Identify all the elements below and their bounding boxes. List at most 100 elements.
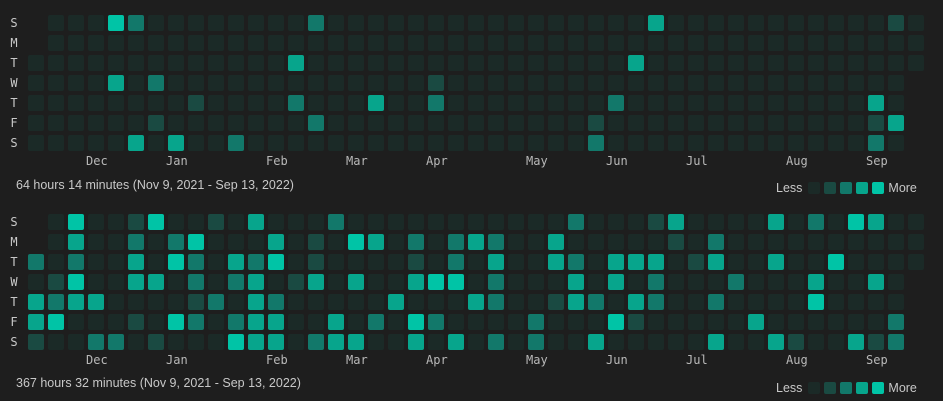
day-cell[interactable]	[308, 334, 324, 350]
day-cell[interactable]	[488, 55, 504, 71]
day-cell[interactable]	[748, 294, 764, 310]
day-cell[interactable]	[828, 254, 844, 270]
day-cell[interactable]	[608, 254, 624, 270]
day-cell[interactable]	[48, 115, 64, 131]
day-cell[interactable]	[708, 334, 724, 350]
day-cell[interactable]	[208, 234, 224, 250]
day-cell[interactable]	[468, 334, 484, 350]
day-cell[interactable]	[48, 95, 64, 111]
day-cell[interactable]	[68, 95, 84, 111]
day-cell[interactable]	[668, 35, 684, 51]
day-cell[interactable]	[48, 135, 64, 151]
day-cell[interactable]	[508, 234, 524, 250]
day-cell[interactable]	[268, 214, 284, 230]
day-cell[interactable]	[108, 15, 124, 31]
day-cell[interactable]	[128, 115, 144, 131]
day-cell[interactable]	[208, 55, 224, 71]
day-cell[interactable]	[288, 75, 304, 91]
day-cell[interactable]	[788, 95, 804, 111]
day-cell[interactable]	[848, 135, 864, 151]
day-cell[interactable]	[688, 95, 704, 111]
day-cell[interactable]	[648, 75, 664, 91]
day-cell[interactable]	[708, 15, 724, 31]
day-cell[interactable]	[868, 294, 884, 310]
day-cell[interactable]	[388, 135, 404, 151]
day-cell[interactable]	[788, 334, 804, 350]
day-cell[interactable]	[368, 75, 384, 91]
day-cell[interactable]	[88, 135, 104, 151]
day-cell[interactable]	[528, 55, 544, 71]
day-cell[interactable]	[508, 55, 524, 71]
day-cell[interactable]	[108, 214, 124, 230]
day-cell[interactable]	[208, 135, 224, 151]
day-cell[interactable]	[508, 115, 524, 131]
day-cell[interactable]	[488, 214, 504, 230]
day-cell[interactable]	[908, 234, 924, 250]
day-cell[interactable]	[908, 55, 924, 71]
day-cell[interactable]	[488, 254, 504, 270]
day-cell[interactable]	[348, 135, 364, 151]
day-cell[interactable]	[468, 75, 484, 91]
day-cell[interactable]	[748, 334, 764, 350]
day-cell[interactable]	[388, 334, 404, 350]
day-cell[interactable]	[628, 314, 644, 330]
day-cell[interactable]	[288, 314, 304, 330]
day-cell[interactable]	[268, 234, 284, 250]
day-cell[interactable]	[448, 135, 464, 151]
day-cell[interactable]	[328, 294, 344, 310]
day-cell[interactable]	[688, 334, 704, 350]
day-cell[interactable]	[408, 274, 424, 290]
day-cell[interactable]	[88, 334, 104, 350]
day-cell[interactable]	[208, 254, 224, 270]
day-cell[interactable]	[788, 115, 804, 131]
day-cell[interactable]	[248, 115, 264, 131]
day-cell[interactable]	[48, 234, 64, 250]
day-cell[interactable]	[708, 294, 724, 310]
day-cell[interactable]	[168, 75, 184, 91]
day-cell[interactable]	[548, 214, 564, 230]
day-cell[interactable]	[728, 115, 744, 131]
day-cell[interactable]	[688, 254, 704, 270]
day-cell[interactable]	[588, 135, 604, 151]
day-cell[interactable]	[148, 314, 164, 330]
day-cell[interactable]	[848, 95, 864, 111]
day-cell[interactable]	[328, 234, 344, 250]
day-cell[interactable]	[68, 234, 84, 250]
day-cell[interactable]	[868, 214, 884, 230]
day-cell[interactable]	[688, 35, 704, 51]
day-cell[interactable]	[568, 135, 584, 151]
day-cell[interactable]	[48, 214, 64, 230]
day-cell[interactable]	[808, 214, 824, 230]
day-cell[interactable]	[28, 314, 44, 330]
day-cell[interactable]	[628, 274, 644, 290]
day-cell[interactable]	[68, 55, 84, 71]
day-cell[interactable]	[528, 274, 544, 290]
day-cell[interactable]	[148, 254, 164, 270]
day-cell[interactable]	[588, 95, 604, 111]
day-cell[interactable]	[688, 274, 704, 290]
day-cell[interactable]	[828, 234, 844, 250]
day-cell[interactable]	[868, 274, 884, 290]
day-cell[interactable]	[788, 35, 804, 51]
day-cell[interactable]	[528, 294, 544, 310]
day-cell[interactable]	[448, 214, 464, 230]
day-cell[interactable]	[788, 135, 804, 151]
day-cell[interactable]	[388, 115, 404, 131]
day-cell[interactable]	[228, 135, 244, 151]
day-cell[interactable]	[228, 314, 244, 330]
day-cell[interactable]	[688, 135, 704, 151]
day-cell[interactable]	[268, 314, 284, 330]
day-cell[interactable]	[328, 214, 344, 230]
day-cell[interactable]	[888, 135, 904, 151]
day-cell[interactable]	[128, 234, 144, 250]
day-cell[interactable]	[368, 95, 384, 111]
day-cell[interactable]	[608, 135, 624, 151]
day-cell[interactable]	[628, 135, 644, 151]
day-cell[interactable]	[768, 294, 784, 310]
day-cell[interactable]	[808, 35, 824, 51]
day-cell[interactable]	[888, 95, 904, 111]
day-cell[interactable]	[448, 314, 464, 330]
day-cell[interactable]	[508, 274, 524, 290]
day-cell[interactable]	[408, 115, 424, 131]
day-cell[interactable]	[188, 115, 204, 131]
